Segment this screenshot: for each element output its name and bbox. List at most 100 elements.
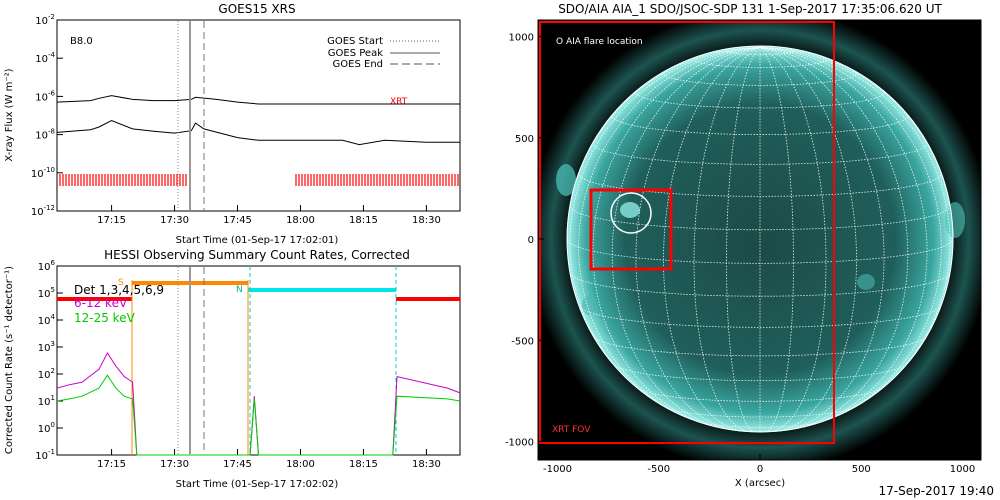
grid-line xyxy=(759,47,794,433)
legend-detectors: Det 1,3,4,5,6,9 xyxy=(74,283,164,297)
grid-line xyxy=(693,47,761,433)
legend-12-25kev: 12-25 keV xyxy=(74,311,136,325)
grid-line xyxy=(759,47,928,428)
grid-line xyxy=(759,47,827,433)
x-tick-label: 18:30 xyxy=(412,215,441,226)
active-region-limb-east xyxy=(556,164,576,196)
x-tick-label: 17:45 xyxy=(223,459,252,470)
y-tick-label: 10-2 xyxy=(35,13,55,27)
active-region-east xyxy=(582,295,598,315)
grid-line xyxy=(726,47,761,433)
y-tick-label: 105 xyxy=(38,286,55,300)
goes-ylabel: X-ray Flux (W m⁻²) xyxy=(4,68,15,161)
y-tick-label: 1000 xyxy=(509,33,534,44)
grid-line xyxy=(698,421,822,428)
hessi-saa-label: S xyxy=(118,278,124,288)
grid-line xyxy=(566,239,954,264)
aia-flare-location-marker xyxy=(610,192,652,234)
hessi-y-ticks: 106 105 104 103 102 101 100 10-1 xyxy=(35,259,63,462)
legend-goes-peak: GOES Peak xyxy=(328,48,383,59)
x-tick-label: 0 xyxy=(757,464,763,475)
grid-line xyxy=(693,56,827,68)
grid-line xyxy=(635,90,885,109)
goes-xrt-bars xyxy=(59,174,459,186)
hessi-legend: Det 1,3,4,5,6,9 6-12 keV 12-25 keV xyxy=(74,283,164,325)
aia-title: SDO/AIA AIA_1 SDO/JSOC-SDP 131 1-Sep-201… xyxy=(558,2,942,16)
hessi-6-12kev-line xyxy=(56,352,461,456)
y-tick-label: 101 xyxy=(38,394,55,408)
aia-xlabel: X (arcsec) xyxy=(735,478,785,489)
x-tick-label: -500 xyxy=(647,464,670,475)
y-tick-label: -500 xyxy=(511,336,534,347)
grid-line xyxy=(569,47,761,391)
grid-line xyxy=(759,47,954,240)
grid-line xyxy=(726,47,794,56)
active-region-limb-west xyxy=(945,202,965,238)
aia-y-ticks: 1000 500 0 -500 -1000 xyxy=(505,33,544,449)
y-tick-label: 10-6 xyxy=(35,89,55,103)
y-tick-label: 100 xyxy=(38,421,55,435)
x-tick-label: 17:45 xyxy=(223,215,252,226)
goes-class-label: B8.0 xyxy=(70,36,93,47)
legend-6-12kev: 6-12 keV xyxy=(74,296,128,310)
hessi-x-ticks: 17:15 17:30 17:45 18:00 18:15 18:30 xyxy=(97,449,441,470)
x-tick-label: 1000 xyxy=(950,464,975,475)
grid-line xyxy=(759,47,857,432)
goes-title: GOES15 XRS xyxy=(218,2,295,16)
plot-generation-timestamp: 17-Sep-2017 19:40 xyxy=(879,484,994,498)
x-tick-label: -1000 xyxy=(543,464,572,475)
goes-legend: GOES Start GOES Peak GOES End xyxy=(327,36,440,70)
legend-goes-start: GOES Start xyxy=(327,36,383,47)
heliographic-grid xyxy=(566,47,954,433)
goes-short-channel-line xyxy=(56,119,460,146)
grid-line xyxy=(569,272,951,297)
active-region-west xyxy=(857,274,875,290)
goes-long-channel-line xyxy=(56,95,460,105)
aia-x-ticks: -1000 -500 0 500 1000 xyxy=(543,454,975,475)
active-region-flare xyxy=(620,202,640,218)
grid-line xyxy=(759,47,951,391)
xrt-fov-label: XRT FOV xyxy=(552,425,591,435)
x-tick-label: 17:30 xyxy=(160,215,189,226)
hessi-xlabel: Start Time (01-Sep-17 17:02:02) xyxy=(176,479,339,490)
y-tick-label: 10-4 xyxy=(35,51,55,65)
y-tick-label: -1000 xyxy=(505,438,534,449)
xrt-fov-box xyxy=(539,21,835,444)
y-tick-label: 102 xyxy=(38,367,55,381)
grid-line xyxy=(663,47,761,432)
x-tick-label: 18:30 xyxy=(412,459,441,470)
aia-legend: O AIA flare location xyxy=(556,37,643,47)
grid-line xyxy=(579,306,941,328)
grid-line xyxy=(759,47,885,431)
y-tick-label: 10-12 xyxy=(31,204,55,218)
x-tick-label: 17:15 xyxy=(97,215,126,226)
hessi-title: HESSI Observing Summary Count Rates, Cor… xyxy=(104,248,410,262)
sun-limb xyxy=(566,45,954,433)
x-tick-label: 18:00 xyxy=(286,215,315,226)
y-tick-label: 10-10 xyxy=(31,166,55,180)
grid-line xyxy=(566,47,761,240)
y-tick-label: 103 xyxy=(38,340,55,354)
legend-goes-end: GOES End xyxy=(333,59,383,70)
x-tick-label: 18:15 xyxy=(349,459,378,470)
goes-xrt-label: XRT xyxy=(390,97,408,107)
x-tick-label: 17:30 xyxy=(160,459,189,470)
hessi-ylabel: Corrected Count Rate (s⁻¹ detector⁻¹) xyxy=(4,266,15,454)
y-tick-label: 500 xyxy=(515,134,534,145)
y-tick-label: 104 xyxy=(38,313,56,327)
goes-plot-frame xyxy=(56,19,461,212)
y-tick-label: 106 xyxy=(38,259,56,273)
goes-x-ticks: 17:15 17:30 17:45 18:00 18:15 18:30 xyxy=(97,205,441,226)
hessi-night-label: N xyxy=(236,285,243,295)
aia-image xyxy=(538,20,981,460)
hessi-12-25kev-line xyxy=(56,374,461,456)
grid-line xyxy=(635,47,761,431)
x-tick-label: 17:15 xyxy=(97,459,126,470)
x-tick-label: 18:15 xyxy=(349,215,378,226)
flare-region-box xyxy=(589,188,673,271)
y-tick-label: 0 xyxy=(528,235,534,246)
grid-line xyxy=(663,70,857,86)
goes-y-ticks: 10-2 10-4 10-6 10-8 10-10 10-12 xyxy=(31,13,63,218)
x-tick-label: 500 xyxy=(852,464,871,475)
